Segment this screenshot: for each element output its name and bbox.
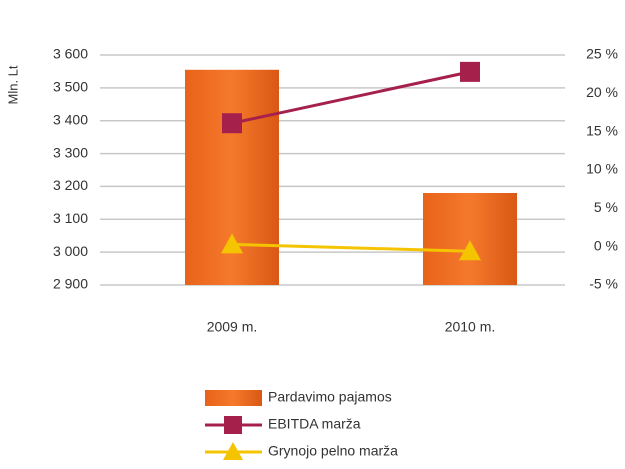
- y2-tick-label: 20 %: [586, 84, 618, 100]
- y-tick-label: 3 100: [53, 210, 88, 226]
- y2-tick-label: 5 %: [594, 199, 618, 215]
- bar: [423, 193, 517, 285]
- line: [231, 70, 471, 125]
- y-tick-label: 3 000: [53, 243, 88, 259]
- y-tick-label: 3 400: [53, 111, 88, 127]
- y-tick-label: 3 500: [53, 79, 88, 95]
- y2-tick-label: -5 %: [589, 276, 618, 292]
- marker: [460, 61, 480, 82]
- y2-tick-label: 15 %: [586, 122, 618, 138]
- legend-marker: [223, 442, 243, 460]
- legend-label: EBITDA marža: [268, 416, 361, 432]
- y-tick-label: 3 300: [53, 144, 88, 160]
- y2-tick-label: 25 %: [586, 46, 618, 62]
- line: [231, 242, 471, 253]
- legend-label: Grynojo pelno marža: [268, 443, 398, 459]
- legend-swatch: [205, 390, 262, 406]
- y-tick-label: 3 200: [53, 177, 88, 193]
- x-tick-label: 2010 m.: [445, 319, 496, 335]
- y2-tick-label: 10 %: [586, 161, 618, 177]
- legend-marker: [224, 416, 242, 434]
- marker: [221, 233, 243, 254]
- legend-label: Pardavimo pajamos: [268, 389, 392, 405]
- x-tick-label: 2009 m.: [207, 319, 258, 335]
- y-tick-label: 3 600: [53, 46, 88, 62]
- marker: [459, 240, 481, 261]
- marker: [222, 113, 242, 134]
- y-tick-label: 2 900: [53, 276, 88, 292]
- y-axis-label: Mln. Lt: [5, 65, 20, 104]
- y2-tick-label: 0 %: [594, 237, 618, 253]
